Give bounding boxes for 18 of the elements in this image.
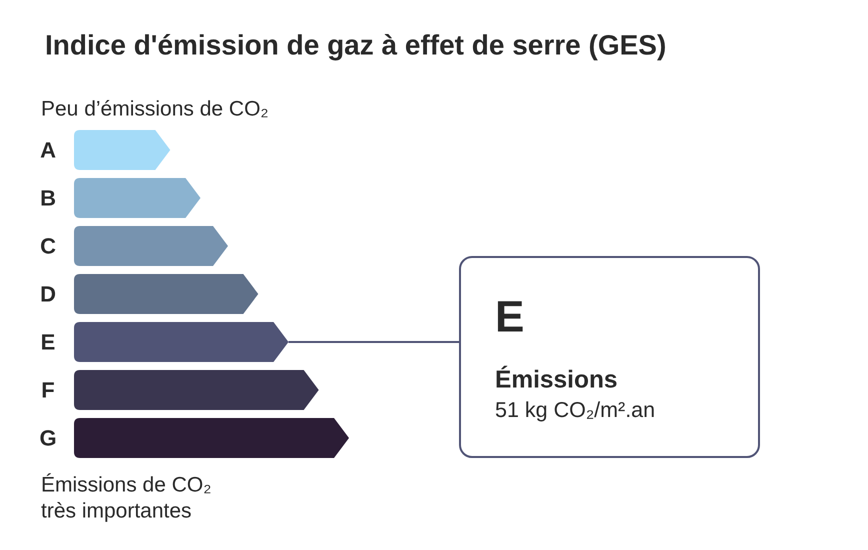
y-tick-label: F [41, 378, 55, 402]
text: Émissions de CO₂ très importantes [41, 472, 212, 522]
y-tick-label: C [40, 234, 56, 258]
y-tick-label: A [40, 138, 56, 162]
text: Peu d’émissions de CO₂ [41, 98, 269, 120]
text: 51 kg CO₂/m².an [495, 398, 656, 422]
y-tick-label: E [40, 330, 56, 354]
y-tick-label: D [40, 282, 56, 306]
text: Émissions [495, 366, 618, 394]
bar [74, 370, 319, 410]
bar [74, 226, 228, 266]
y-tick-label: B [40, 186, 56, 210]
y-tick-label: G [39, 426, 57, 450]
bar [74, 418, 349, 458]
annotation: E [495, 292, 524, 342]
chart-title: Indice d'émission de gaz à effet de serre (GES) [45, 30, 666, 60]
bar [74, 178, 200, 218]
bar [74, 274, 258, 314]
